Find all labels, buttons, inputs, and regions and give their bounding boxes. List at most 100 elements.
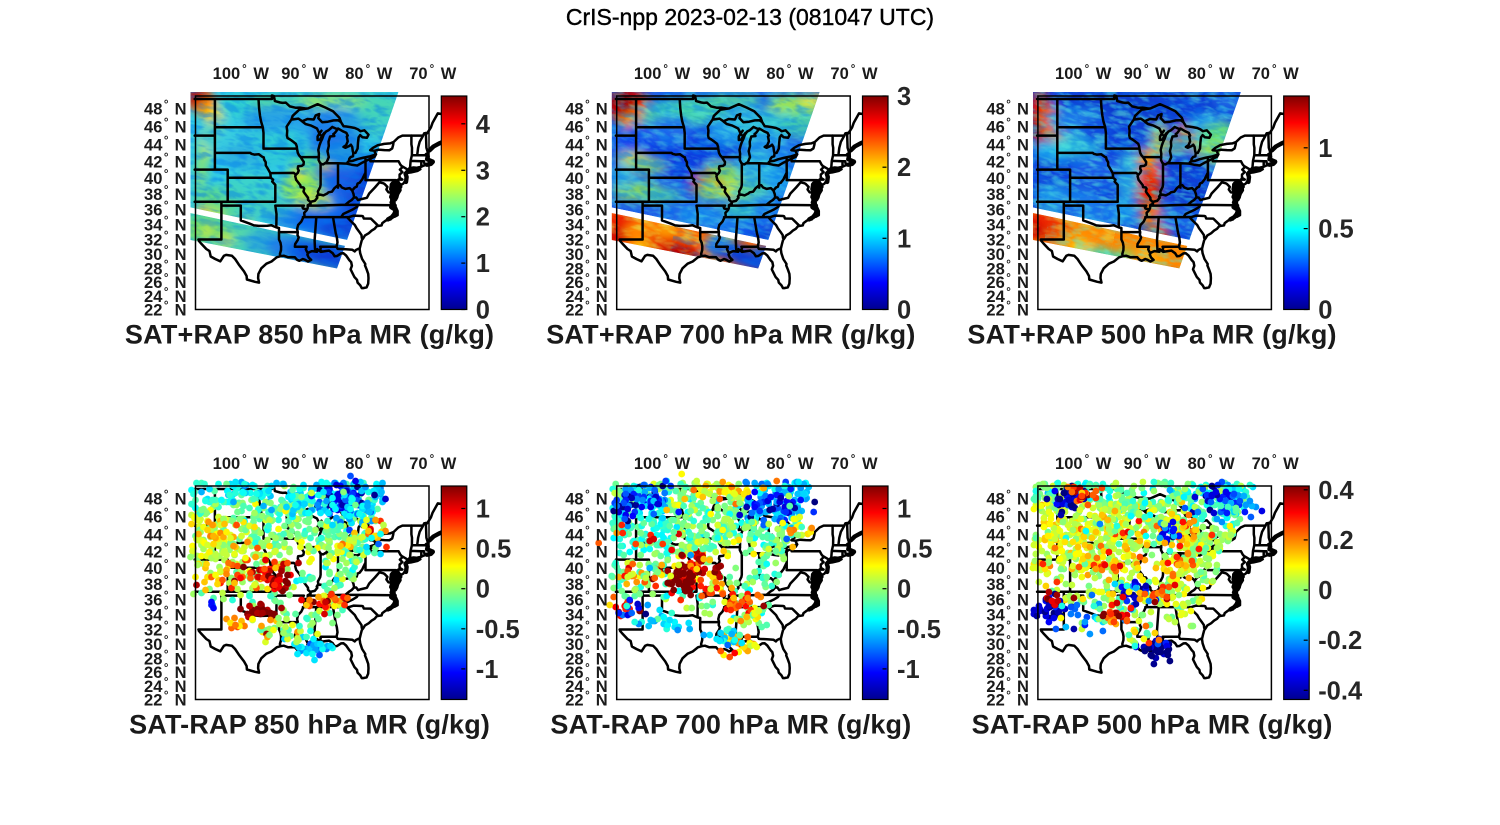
svg-text:90° W: 90 ° W — [281, 64, 329, 84]
svg-text:28° N: 28 ° N — [144, 649, 186, 669]
svg-text:0.4: 0.4 — [1318, 477, 1354, 505]
svg-text:40° N: 40 ° N — [986, 558, 1028, 578]
svg-text:26° N: 26 ° N — [144, 663, 186, 683]
svg-text:38° N: 38 ° N — [565, 184, 607, 204]
svg-text:2: 2 — [476, 204, 490, 232]
svg-text:22° N: 22 ° N — [565, 690, 607, 710]
svg-text:42° N: 42 ° N — [565, 542, 607, 562]
svg-text:90° W: 90 ° W — [281, 454, 329, 474]
svg-text:0.5: 0.5 — [476, 536, 511, 564]
svg-text:48° N: 48 ° N — [144, 489, 186, 509]
svg-text:34° N: 34 ° N — [144, 605, 186, 625]
svg-text:24° N: 24 ° N — [144, 677, 186, 697]
svg-text:-1: -1 — [476, 656, 499, 684]
svg-text:28° N: 28 ° N — [565, 649, 607, 669]
svg-text:30° N: 30 ° N — [986, 635, 1028, 655]
svg-text:SAT+RAP 850 hPa MR (g/kg): SAT+RAP 850 hPa MR (g/kg) — [125, 320, 494, 350]
svg-text:24° N: 24 ° N — [565, 677, 607, 697]
svg-text:44° N: 44 ° N — [565, 135, 607, 155]
svg-text:0: 0 — [476, 297, 490, 325]
svg-text:1: 1 — [897, 496, 911, 524]
svg-text:0: 0 — [1318, 577, 1332, 605]
svg-text:24° N: 24 ° N — [986, 287, 1028, 307]
svg-text:-0.5: -0.5 — [476, 616, 520, 644]
svg-text:46° N: 46 ° N — [144, 117, 186, 137]
svg-text:80° W: 80 ° W — [766, 454, 814, 474]
svg-text:42° N: 42 ° N — [986, 542, 1028, 562]
svg-text:30° N: 30 ° N — [144, 245, 186, 265]
svg-text:0.5: 0.5 — [897, 536, 932, 564]
svg-text:34° N: 34 ° N — [565, 605, 607, 625]
svg-text:1: 1 — [476, 250, 490, 278]
svg-text:100° W: 100 ° W — [213, 454, 270, 474]
svg-text:42° N: 42 ° N — [986, 152, 1028, 172]
svg-text:26° N: 26 ° N — [565, 663, 607, 683]
svg-text:22° N: 22 ° N — [986, 300, 1028, 320]
svg-text:48° N: 48 ° N — [986, 489, 1028, 509]
svg-text:48° N: 48 ° N — [565, 99, 607, 119]
svg-text:-0.5: -0.5 — [897, 616, 941, 644]
svg-text:44° N: 44 ° N — [144, 525, 186, 545]
svg-text:30° N: 30 ° N — [565, 635, 607, 655]
svg-text:46° N: 46 ° N — [565, 117, 607, 137]
svg-text:100° W: 100 ° W — [634, 64, 691, 84]
svg-text:30° N: 30 ° N — [986, 245, 1028, 265]
svg-text:80° W: 80 ° W — [345, 454, 393, 474]
svg-text:70° W: 70 ° W — [830, 454, 878, 474]
svg-text:22° N: 22 ° N — [144, 690, 186, 710]
svg-text:38° N: 38 ° N — [565, 574, 607, 594]
svg-text:3: 3 — [897, 83, 911, 111]
svg-text:4: 4 — [476, 111, 491, 139]
svg-text:24° N: 24 ° N — [986, 677, 1028, 697]
svg-text:36° N: 36 ° N — [986, 200, 1028, 220]
svg-text:80° W: 80 ° W — [1188, 454, 1236, 474]
svg-text:46° N: 46 ° N — [144, 507, 186, 527]
svg-text:48° N: 48 ° N — [565, 489, 607, 509]
svg-text:26° N: 26 ° N — [144, 273, 186, 293]
svg-text:0.2: 0.2 — [1318, 527, 1353, 555]
svg-text:70° W: 70 ° W — [1252, 64, 1300, 84]
svg-text:-1: -1 — [897, 656, 920, 684]
svg-text:80° W: 80 ° W — [1188, 64, 1236, 84]
svg-text:1: 1 — [476, 496, 490, 524]
svg-text:34° N: 34 ° N — [144, 215, 186, 235]
svg-text:34° N: 34 ° N — [565, 215, 607, 235]
svg-text:28° N: 28 ° N — [986, 649, 1028, 669]
svg-text:32° N: 32 ° N — [986, 230, 1028, 250]
svg-text:70° W: 70 ° W — [409, 454, 457, 474]
svg-text:46° N: 46 ° N — [986, 117, 1028, 137]
svg-text:32° N: 32 ° N — [144, 620, 186, 640]
svg-text:SAT+RAP 500 hPa MR (g/kg): SAT+RAP 500 hPa MR (g/kg) — [967, 320, 1336, 350]
svg-text:0: 0 — [476, 576, 490, 604]
svg-text:32° N: 32 ° N — [565, 620, 607, 640]
svg-text:36° N: 36 ° N — [986, 590, 1028, 610]
svg-text:80° W: 80 ° W — [345, 64, 393, 84]
svg-text:36° N: 36 ° N — [144, 200, 186, 220]
svg-text:SAT+RAP 700 hPa MR (g/kg): SAT+RAP 700 hPa MR (g/kg) — [546, 320, 915, 350]
svg-text:80° W: 80 ° W — [766, 64, 814, 84]
svg-text:48° N: 48 ° N — [144, 99, 186, 119]
svg-text:34° N: 34 ° N — [986, 215, 1028, 235]
svg-text:44° N: 44 ° N — [986, 135, 1028, 155]
svg-text:40° N: 40 ° N — [565, 558, 607, 578]
svg-text:26° N: 26 ° N — [986, 273, 1028, 293]
svg-text:100° W: 100 ° W — [213, 64, 270, 84]
svg-text:28° N: 28 ° N — [144, 259, 186, 279]
svg-text:100° W: 100 ° W — [1055, 454, 1112, 474]
svg-text:28° N: 28 ° N — [986, 259, 1028, 279]
svg-text:46° N: 46 ° N — [565, 507, 607, 527]
svg-text:44° N: 44 ° N — [144, 135, 186, 155]
svg-text:32° N: 32 ° N — [144, 230, 186, 250]
svg-text:26° N: 26 ° N — [565, 273, 607, 293]
svg-text:36° N: 36 ° N — [144, 590, 186, 610]
svg-text:38° N: 38 ° N — [986, 184, 1028, 204]
svg-text:22° N: 22 ° N — [986, 690, 1028, 710]
svg-text:-0.4: -0.4 — [1318, 677, 1363, 705]
svg-text:36° N: 36 ° N — [565, 200, 607, 220]
svg-text:40° N: 40 ° N — [144, 168, 186, 188]
svg-text:90° W: 90 ° W — [1124, 454, 1172, 474]
svg-text:-0.2: -0.2 — [1318, 627, 1362, 655]
svg-text:0.5: 0.5 — [1318, 216, 1353, 244]
svg-text:70° W: 70 ° W — [409, 64, 457, 84]
svg-text:22° N: 22 ° N — [144, 300, 186, 320]
